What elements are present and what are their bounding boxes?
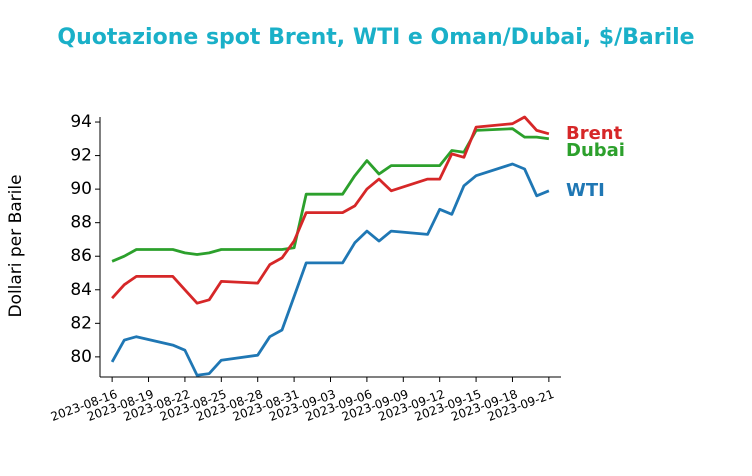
chart-title: Quotazione spot Brent, WTI e Oman/Dubai,… [57, 25, 694, 50]
series-label: Dubai [566, 140, 625, 161]
series-line [111, 127, 550, 263]
y-tick-label: 88 [70, 213, 92, 233]
series-label: Brent [566, 123, 623, 144]
y-tick-label: 86 [70, 246, 92, 266]
series-line [111, 115, 550, 305]
series-label: WTI [566, 180, 605, 201]
series-line [110, 162, 550, 377]
y-tick-label: 90 [70, 179, 92, 199]
y-tick-label: 80 [70, 347, 92, 367]
y-tick-label: 84 [70, 280, 92, 300]
y-axis-label: Dollari per Barile [6, 174, 26, 317]
y-tick-label: 94 [70, 112, 92, 132]
y-tick-label: 82 [70, 313, 92, 333]
y-tick-label: 92 [70, 146, 92, 166]
